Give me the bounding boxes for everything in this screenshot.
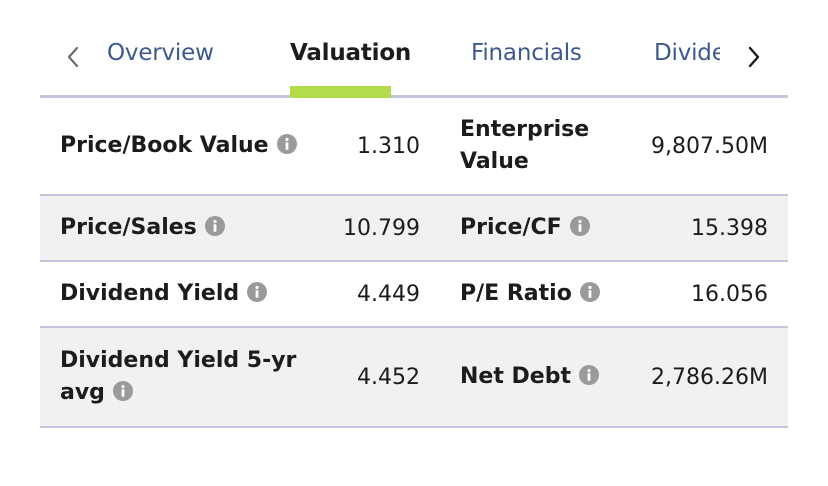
metric-label: Price/CF (460, 196, 660, 260)
price-sales-label: Price/Sales (60, 215, 197, 240)
metric-label: Dividend Yield 5-yr avg (60, 328, 310, 426)
metric-value: 4.449 (357, 281, 420, 307)
metric-value: 1.310 (357, 133, 420, 159)
metric-label: Net Debt (460, 328, 660, 426)
metric-value: 16.056 (691, 281, 768, 307)
price-book-label: Price/Book Value (60, 133, 269, 158)
metric-label: Enterprise Value (460, 98, 660, 194)
info-icon[interactable] (247, 282, 268, 302)
tab-dividends[interactable]: Divide (654, 40, 720, 66)
metric-label: Dividend Yield (60, 262, 310, 326)
active-tab-indicator (290, 86, 391, 98)
table-row: Price/Book Value 1.310 Enterprise Value 9… (40, 98, 788, 196)
metric-value: 4.452 (357, 364, 420, 390)
metric-label: Price/Sales (60, 196, 310, 260)
tab-bar: Overview Valuation Financials Divide (40, 0, 788, 98)
info-icon[interactable] (578, 365, 599, 385)
dividend-yield-label: Dividend Yield (60, 281, 240, 306)
tab-overview[interactable]: Overview (107, 40, 214, 66)
chevron-right-icon[interactable] (743, 46, 765, 68)
metric-value: 10.799 (343, 215, 420, 241)
label-line: Value (460, 149, 529, 174)
metric-value: 15.398 (691, 215, 768, 241)
net-debt-label: Net Debt (460, 364, 571, 389)
info-icon[interactable] (112, 381, 133, 401)
tab-financials[interactable]: Financials (471, 40, 582, 66)
label-line: avg (60, 380, 105, 405)
info-icon[interactable] (204, 216, 225, 236)
metric-label: P/E Ratio (460, 262, 660, 326)
label-line: Enterprise (460, 117, 590, 142)
pe-ratio-label: P/E Ratio (460, 281, 572, 306)
metric-value: 9,807.50M (651, 133, 768, 159)
chevron-left-icon[interactable] (62, 46, 84, 68)
table-row: Price/Sales 10.799 Price/CF 15.398 (40, 196, 788, 262)
enterprise-value-label: Enterprise Value (460, 114, 589, 178)
info-icon[interactable] (276, 134, 297, 154)
tab-valuation[interactable]: Valuation (290, 40, 412, 66)
price-cf-label: Price/CF (460, 215, 562, 240)
table-row: Dividend Yield 5-yr avg 4.452 Net Debt 2,… (40, 328, 788, 428)
info-icon[interactable] (569, 216, 590, 236)
metric-label: Price/Book Value (60, 98, 310, 194)
dividend-yield-5yr-label: Dividend Yield 5-yr avg (60, 345, 296, 409)
metric-value: 2,786.26M (651, 364, 768, 390)
table-row: Dividend Yield 4.449 P/E Ratio 16.056 (40, 262, 788, 328)
label-line: Dividend Yield 5-yr (60, 348, 297, 373)
valuation-widget: Overview Valuation Financials Divide Pri… (40, 0, 788, 428)
info-icon[interactable] (579, 282, 600, 302)
